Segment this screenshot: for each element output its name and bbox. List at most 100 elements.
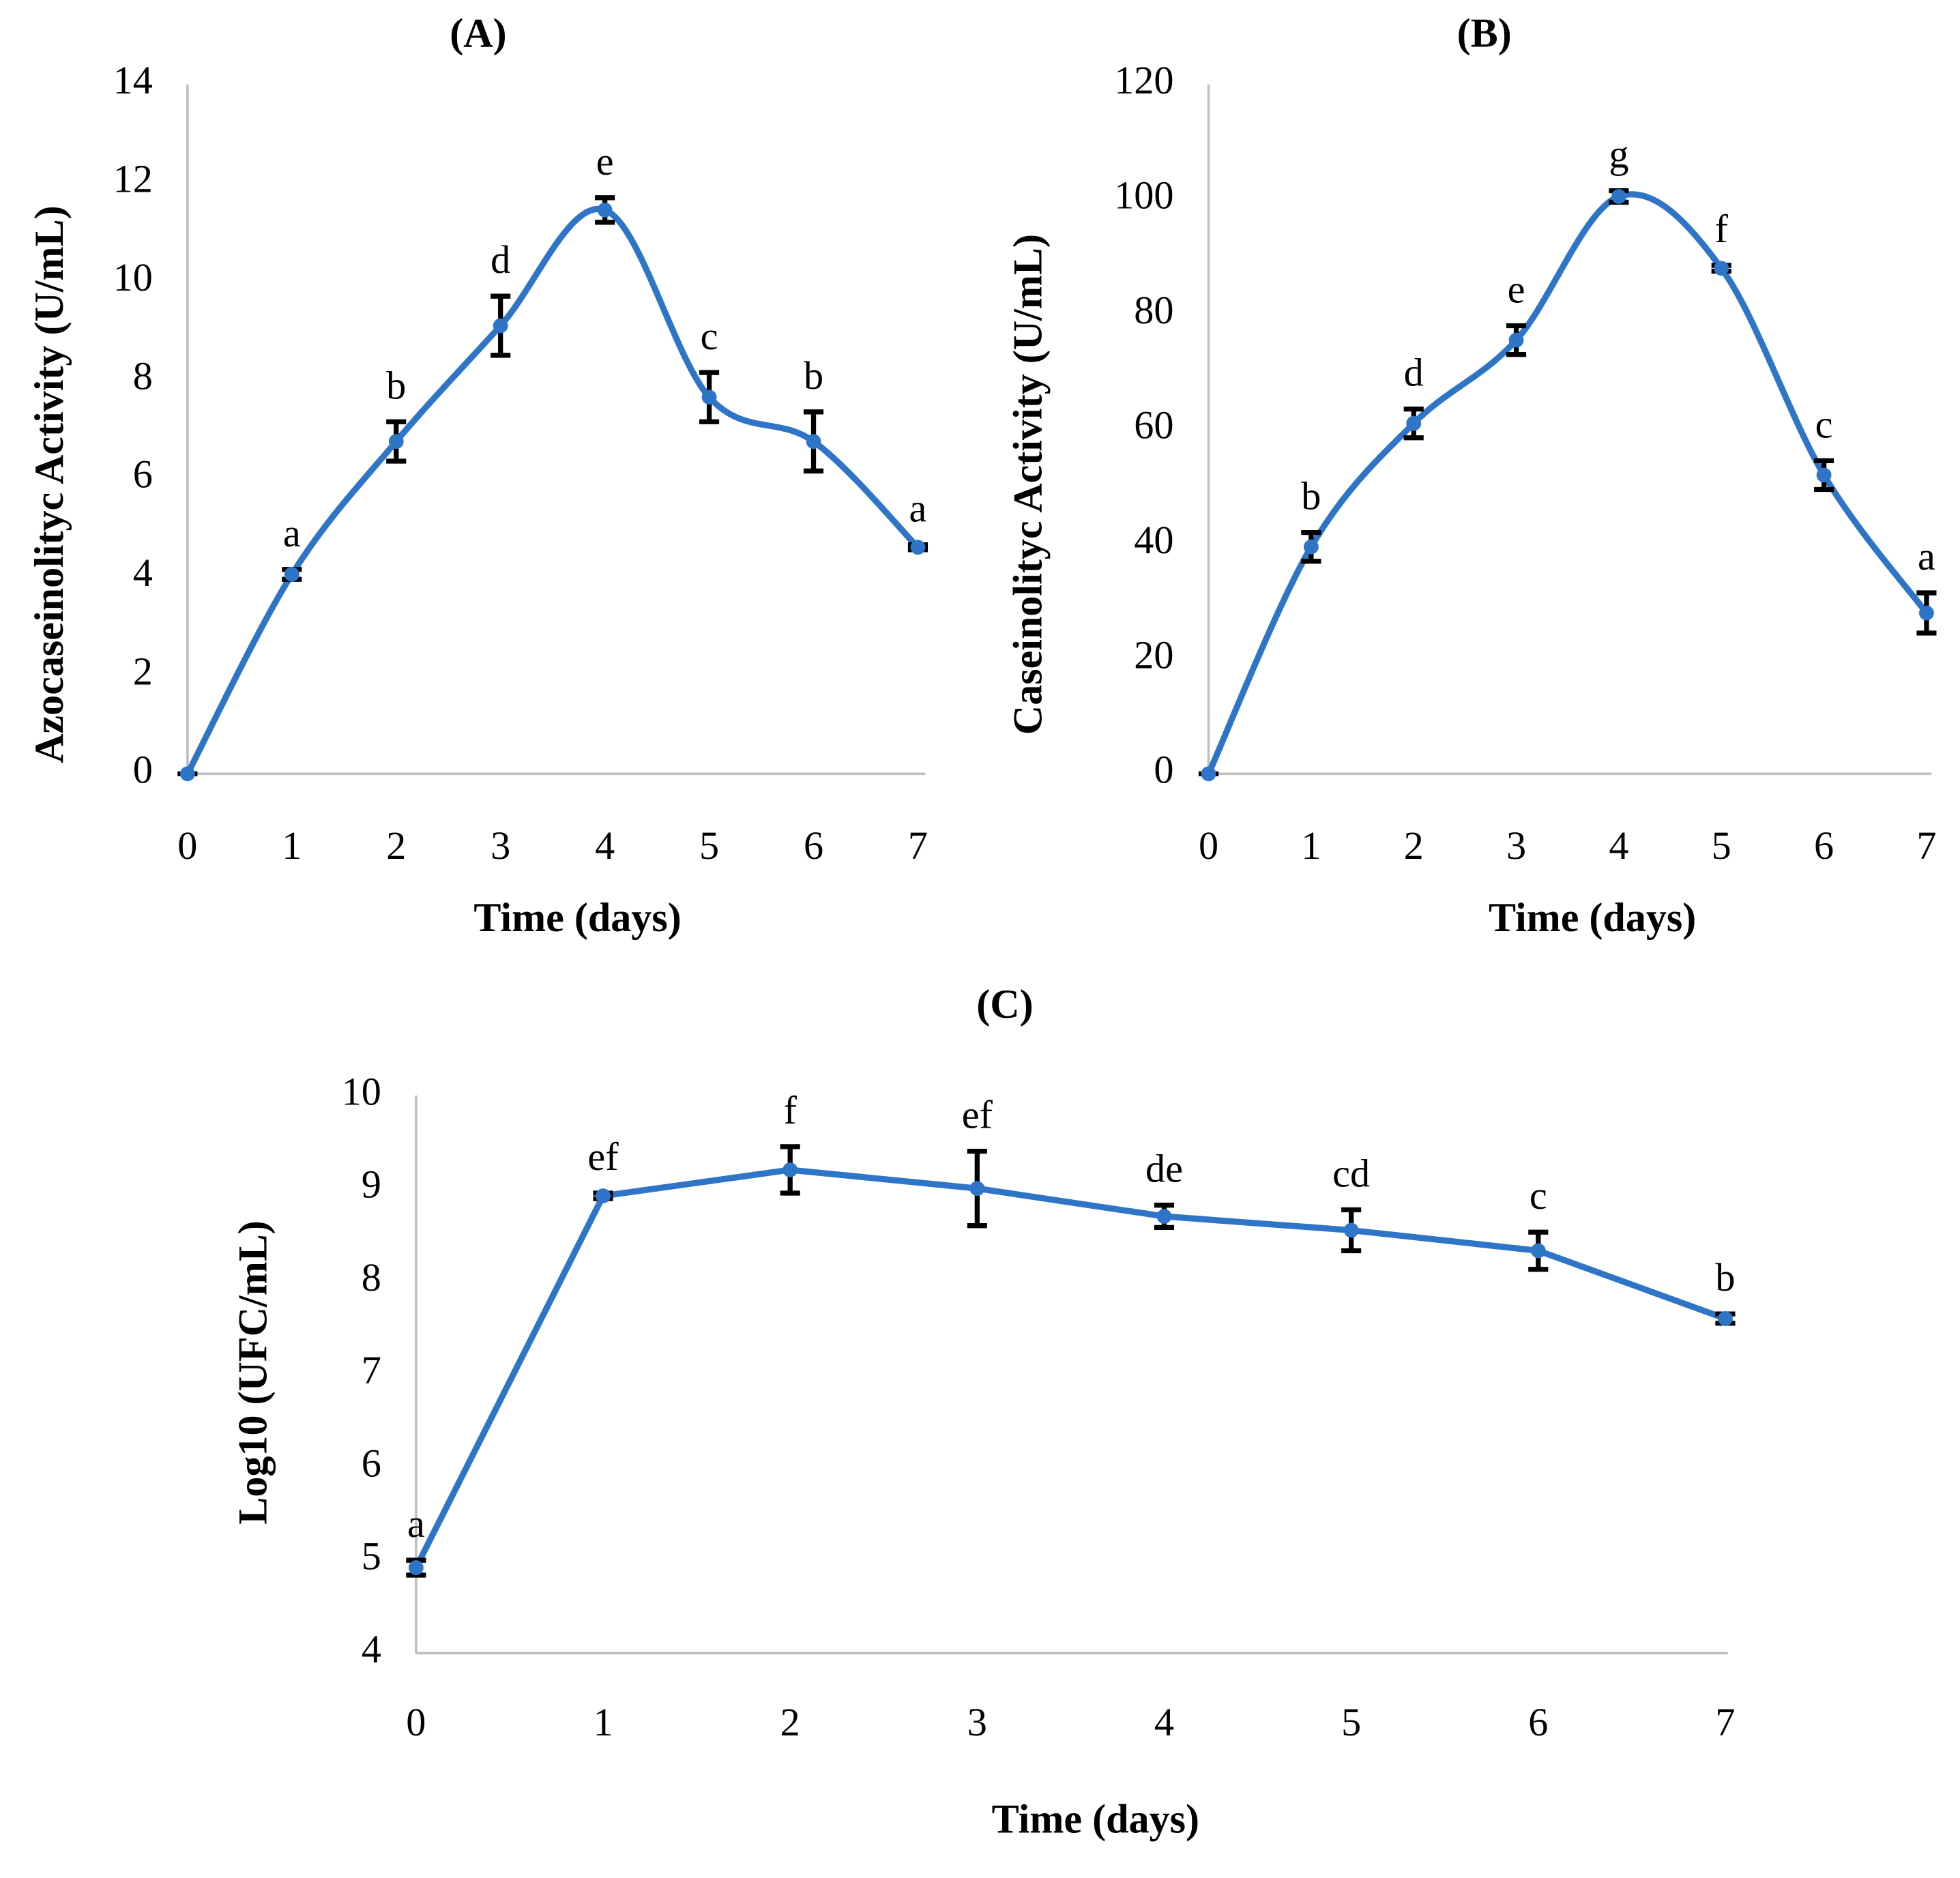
data-point: [1201, 766, 1216, 782]
x-tick-label: 6: [1814, 823, 1834, 868]
significance-label: d: [491, 237, 510, 282]
data-point: [1156, 1209, 1172, 1224]
significance-label: a: [909, 486, 927, 531]
y-axis-label: Caseinolityc Activity (U/mL): [1005, 234, 1051, 735]
data-point: [1508, 332, 1524, 348]
x-tick-label: 2: [386, 823, 406, 868]
y-tick-label: 7: [362, 1348, 381, 1392]
y-tick-label: 2: [133, 649, 153, 693]
y-tick-label: 100: [1114, 173, 1173, 218]
chart-title: (A): [450, 10, 506, 55]
y-tick-label: 20: [1134, 632, 1173, 677]
y-tick-label: 60: [1134, 402, 1173, 447]
y-tick-label: 8: [362, 1255, 381, 1300]
significance-label: b: [1301, 474, 1321, 518]
data-point: [1343, 1222, 1359, 1238]
data-point: [806, 434, 821, 450]
y-tick-label: 6: [133, 452, 153, 497]
data-line: [184, 205, 920, 776]
y-axis-label: Log10 (UFC/mL): [230, 1220, 276, 1525]
x-tick-label: 2: [1404, 823, 1424, 868]
significance-label: cd: [1332, 1151, 1370, 1196]
significance-label: f: [1715, 207, 1729, 251]
x-tick-label: 7: [1916, 823, 1936, 868]
x-tick-label: 7: [908, 823, 928, 868]
significance-label: de: [1145, 1147, 1183, 1191]
y-tick-label: 120: [1114, 58, 1173, 102]
data-point: [1816, 467, 1832, 483]
y-tick-label: 0: [1154, 748, 1173, 792]
chart-title: (C): [976, 981, 1033, 1027]
x-tick-label: 5: [1712, 823, 1731, 868]
x-axis-label: Time (days): [1489, 894, 1696, 940]
x-tick-label: 7: [1715, 1700, 1735, 1744]
y-axis-label: Azocaseinolityc Activity (U/mL): [26, 205, 72, 763]
data-point: [388, 434, 404, 450]
significance-label: c: [701, 314, 718, 358]
data-point: [596, 1188, 611, 1203]
chart-title: (B): [1457, 10, 1512, 55]
significance-label: b: [386, 363, 406, 407]
data-point: [284, 567, 299, 582]
y-tick-label: 6: [362, 1441, 381, 1485]
significance-label: g: [1609, 132, 1628, 177]
y-tick-label: 10: [342, 1069, 381, 1113]
x-tick-label: 4: [595, 823, 615, 868]
y-tick-label: 4: [133, 551, 153, 595]
data-point: [179, 766, 195, 782]
x-tick-label: 1: [282, 823, 302, 868]
x-tick-label: 1: [1301, 823, 1321, 868]
significance-label: c: [1815, 402, 1833, 446]
x-tick-label: 2: [780, 1700, 800, 1744]
data-point: [597, 202, 613, 218]
x-tick-label: 3: [1506, 823, 1526, 868]
x-tick-label: 4: [1154, 1700, 1174, 1744]
significance-label: d: [1404, 351, 1424, 395]
significance-label: f: [783, 1088, 797, 1132]
significance-label: b: [804, 353, 823, 398]
x-tick-label: 3: [491, 823, 510, 868]
x-tick-label: 0: [406, 1700, 426, 1744]
significance-label: e: [1508, 267, 1525, 312]
y-tick-label: 12: [113, 157, 153, 201]
significance-label: a: [283, 511, 301, 555]
data-point: [969, 1181, 985, 1197]
data-point: [1303, 539, 1319, 555]
data-point: [408, 1560, 424, 1576]
data-point: [1530, 1243, 1546, 1259]
x-tick-label: 1: [593, 1700, 613, 1744]
significance-label: a: [407, 1501, 425, 1546]
data-point: [1718, 1311, 1733, 1326]
significance-label: c: [1530, 1173, 1547, 1218]
data-point: [782, 1162, 798, 1177]
y-tick-label: 0: [133, 748, 153, 792]
y-tick-label: 40: [1134, 518, 1173, 562]
y-tick-label: 5: [362, 1534, 381, 1579]
x-tick-label: 6: [1528, 1700, 1548, 1744]
significance-label: a: [1918, 534, 1935, 578]
significance-label: e: [596, 139, 614, 184]
data-point: [1611, 189, 1626, 204]
x-axis-label: Time (days): [473, 894, 681, 940]
x-tick-label: 3: [967, 1700, 987, 1744]
y-tick-label: 80: [1134, 288, 1173, 332]
y-tick-label: 8: [133, 353, 153, 398]
x-tick-label: 0: [1199, 823, 1218, 868]
x-tick-label: 5: [1341, 1700, 1361, 1744]
x-axis-label: Time (days): [992, 1796, 1199, 1842]
data-point: [701, 390, 717, 405]
y-tick-label: 10: [113, 255, 153, 299]
x-tick-label: 4: [1609, 823, 1628, 868]
data-line: [413, 1167, 1727, 1570]
significance-label: b: [1715, 1255, 1735, 1300]
x-tick-label: 6: [804, 823, 823, 868]
data-point: [493, 318, 508, 334]
data-point: [1406, 415, 1422, 431]
data-point: [1714, 261, 1729, 276]
data-point: [1919, 605, 1934, 621]
significance-label: ef: [587, 1134, 619, 1179]
significance-label: ef: [962, 1093, 993, 1137]
y-tick-label: 4: [362, 1627, 381, 1671]
